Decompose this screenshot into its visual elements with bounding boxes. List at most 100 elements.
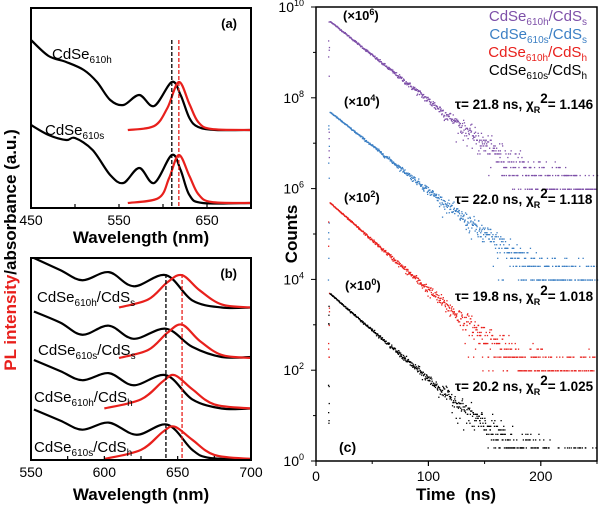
decay-point xyxy=(391,346,393,348)
decay-point xyxy=(424,284,426,286)
decay-point xyxy=(471,123,473,125)
decay-point xyxy=(463,429,465,431)
decay-point xyxy=(354,40,356,42)
decay-point xyxy=(496,439,498,441)
decay-point xyxy=(381,63,383,65)
decay-point xyxy=(341,30,343,32)
decay-point xyxy=(434,386,437,389)
decay-point xyxy=(423,189,425,191)
decay-point xyxy=(460,217,462,219)
decay-point xyxy=(328,138,330,140)
decay-point xyxy=(469,322,471,325)
decay-point xyxy=(466,135,468,137)
decay-point xyxy=(515,161,517,163)
panel-b: 550 600 650 700 (b) CdSe610h/CdSs CdSe610s/… xyxy=(19,257,263,504)
decay-point xyxy=(533,279,535,281)
decay-point xyxy=(537,356,540,358)
decay-point xyxy=(413,87,415,89)
decay-point xyxy=(416,280,418,283)
decay-point xyxy=(461,211,463,213)
decay-point xyxy=(568,370,570,372)
decay-point xyxy=(397,263,399,265)
decay-point xyxy=(456,211,458,213)
decay-point xyxy=(480,413,483,415)
decay-point xyxy=(405,81,407,83)
decay-point xyxy=(529,265,531,267)
decay-point xyxy=(438,299,440,302)
decay-point xyxy=(328,49,330,51)
decay-point xyxy=(505,174,507,177)
decay-point xyxy=(433,195,435,197)
decay-point xyxy=(509,439,511,441)
decay-point xyxy=(556,356,558,358)
decay-point xyxy=(373,331,375,334)
decay-point xyxy=(435,384,438,386)
decay-point xyxy=(559,166,561,169)
decay-point xyxy=(584,279,586,281)
decay-point xyxy=(472,224,474,226)
decay-point xyxy=(349,309,351,311)
decay-point xyxy=(333,295,335,298)
y-tick-label: 104 xyxy=(283,270,304,287)
decay-point xyxy=(473,338,475,340)
decay-point xyxy=(385,249,387,252)
decay-point xyxy=(521,252,523,254)
decay-point xyxy=(334,206,336,208)
decay-point xyxy=(388,158,390,160)
decay-point xyxy=(425,100,427,102)
decay-point xyxy=(415,181,417,183)
decay-point xyxy=(389,254,391,257)
decay-point xyxy=(500,241,503,243)
decay-point xyxy=(472,221,474,223)
decay-point xyxy=(495,338,497,340)
decay-point xyxy=(430,191,432,194)
decay-point xyxy=(577,279,579,281)
decay-point xyxy=(495,433,497,435)
decay-point xyxy=(355,315,358,318)
decay-point xyxy=(523,447,525,449)
decay-point xyxy=(437,200,439,202)
decay-point xyxy=(529,370,532,372)
decay-point xyxy=(358,228,360,230)
decay-point xyxy=(441,216,444,218)
decay-point xyxy=(398,166,401,168)
decay-point xyxy=(445,394,447,396)
decay-point xyxy=(372,54,374,56)
decay-point xyxy=(378,59,380,61)
decay-point xyxy=(592,174,595,177)
decay-point xyxy=(388,253,391,256)
decay-point xyxy=(441,302,444,304)
decay-point xyxy=(481,145,483,147)
decay-point xyxy=(564,188,566,190)
decay-point xyxy=(546,257,549,259)
decay-point xyxy=(518,252,520,254)
decay-point xyxy=(388,67,391,69)
decay-point xyxy=(412,363,414,365)
decay-point xyxy=(415,275,418,277)
decay-point xyxy=(401,354,403,356)
decay-point xyxy=(578,188,580,190)
decay-point xyxy=(427,193,429,195)
decay-point xyxy=(421,184,423,186)
decay-point xyxy=(525,174,527,177)
absorbance-curve xyxy=(33,358,252,411)
decay-point xyxy=(443,204,445,206)
decay-point xyxy=(570,188,572,190)
decay-point xyxy=(448,203,451,205)
decay-point xyxy=(429,380,431,382)
decay-point xyxy=(513,188,516,190)
decay-point xyxy=(485,145,487,147)
decay-point xyxy=(361,46,363,48)
decay-point xyxy=(418,181,421,183)
decay-point xyxy=(466,314,468,316)
decay-point xyxy=(512,174,514,177)
decay-point xyxy=(561,279,563,281)
decay-point xyxy=(548,279,550,281)
decay-point xyxy=(368,142,370,144)
decay-point xyxy=(487,342,489,345)
decay-point xyxy=(464,219,466,221)
decay-point xyxy=(404,82,406,84)
decay-point xyxy=(503,433,505,435)
decay-point xyxy=(397,167,399,169)
decay-point xyxy=(581,447,583,449)
